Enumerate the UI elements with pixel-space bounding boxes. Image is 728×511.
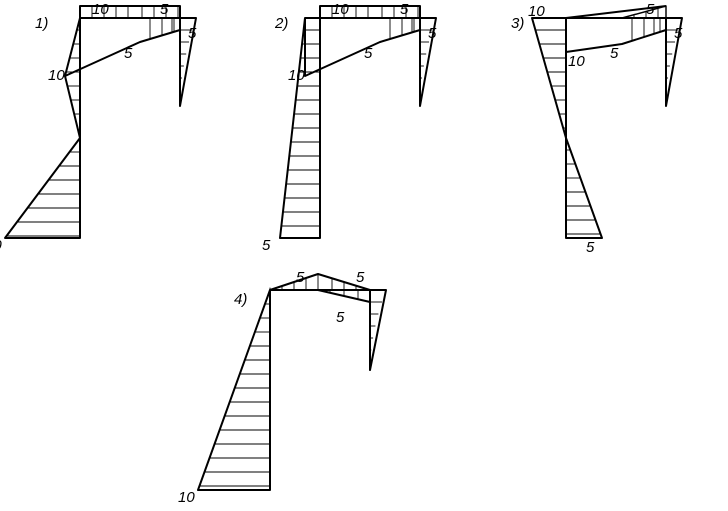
label: 5 xyxy=(646,1,655,18)
diagram-2: 2) 10 5 5 5 10 5 xyxy=(262,1,437,254)
diagram-title: 1) xyxy=(35,15,48,32)
diagram-4: 4) 5 5 5 10 xyxy=(178,269,386,506)
label: 5 xyxy=(356,269,365,286)
label: 5 xyxy=(124,45,133,62)
label: 10 xyxy=(568,53,585,70)
diagram-3: 3)10555105 xyxy=(511,1,683,256)
label: 5 xyxy=(188,25,197,42)
label: 5 xyxy=(296,269,305,286)
label: 10 xyxy=(332,1,349,18)
diagrams-canvas: 1)1055510102)105551053)105551054)55510 xyxy=(0,0,728,511)
label: 5 xyxy=(262,237,271,254)
label: 5 xyxy=(336,309,345,326)
label: 5 xyxy=(400,1,409,18)
label: 10 xyxy=(92,1,109,18)
label: 10 xyxy=(288,67,305,84)
label: 5 xyxy=(160,1,169,18)
diagram-title: 2) xyxy=(274,15,288,32)
label: 5 xyxy=(586,239,595,256)
label: 5 xyxy=(364,45,373,62)
label: 10 xyxy=(528,3,545,20)
diagram-title: 4) xyxy=(234,291,247,308)
label: 10 xyxy=(0,237,2,254)
label: 5 xyxy=(674,25,683,42)
label: 10 xyxy=(178,489,195,506)
diagram-1: 1) 10 5 5 5 10 10 xyxy=(0,1,197,254)
diagram-title: 3) xyxy=(511,15,524,32)
label: 10 xyxy=(48,67,65,84)
label: 5 xyxy=(428,25,437,42)
label: 5 xyxy=(610,45,619,62)
